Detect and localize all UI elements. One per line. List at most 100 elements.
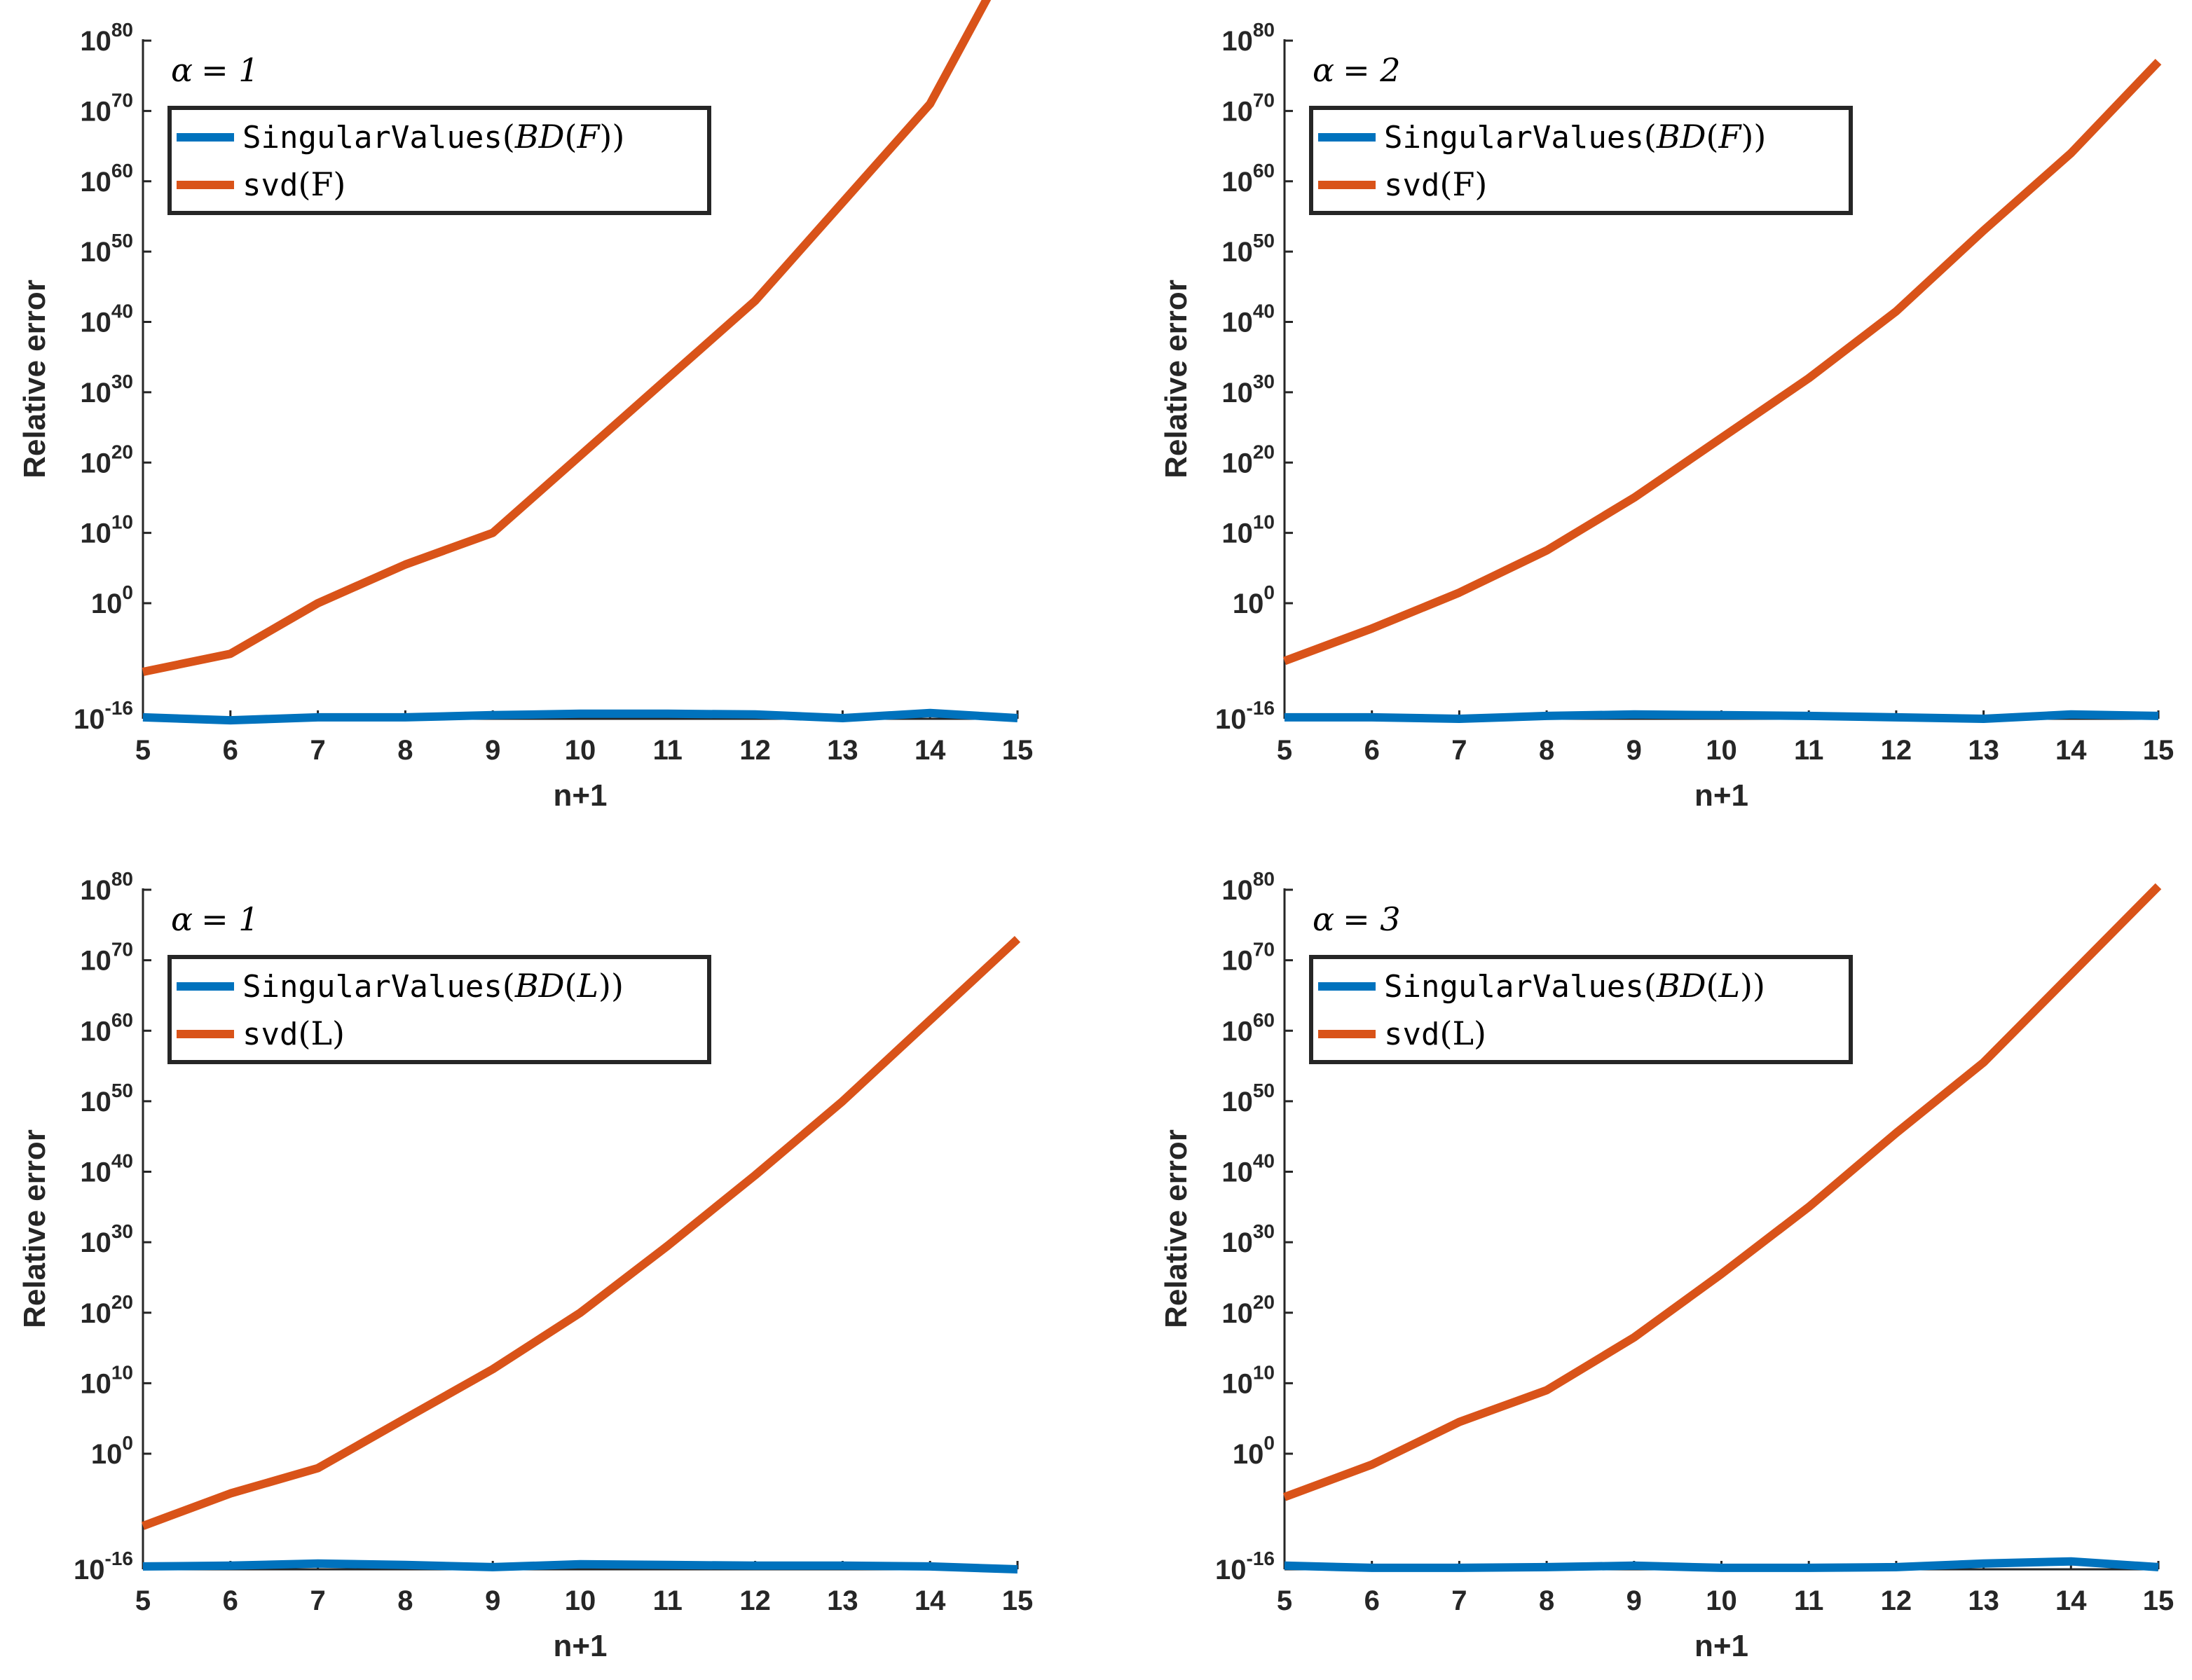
x-tick-label: 14: [2055, 1585, 2087, 1616]
y-tick-exponent: 60: [1253, 1009, 1275, 1031]
series-line-singular: [1285, 710, 2159, 723]
series-line-svd: [141, 936, 1021, 1530]
y-axis-label: Relative error: [18, 280, 52, 478]
y-tick-exponent: 70: [1253, 939, 1275, 961]
panel-bottom-right: 5 6 7 8 9 10 11 12 13 14 1510-16100101010201030104…: [1159, 868, 2174, 1663]
y-tick-label: 1010: [80, 511, 133, 549]
y-tick-label: 1040: [1221, 1150, 1275, 1188]
y-tick-base: 10: [80, 518, 111, 549]
y-tick-exponent: 70: [111, 89, 133, 111]
legend-function-name: svd: [242, 167, 298, 203]
x-tick-label: 12: [1881, 735, 1912, 766]
x-tick-label: 14: [915, 1585, 946, 1616]
legend-symbol-B: B: [514, 967, 539, 1005]
y-tick-exponent: 30: [111, 371, 133, 392]
y-tick-base: 10: [1221, 1227, 1253, 1258]
legend-box: [1309, 955, 1853, 1064]
y-tick-exponent: 70: [1253, 89, 1275, 111]
y-tick-base: 10: [80, 1157, 111, 1188]
y-tick-base: 10: [80, 1016, 111, 1047]
y-tick-label: 100: [91, 1432, 133, 1470]
y-tick-exponent: -16: [1247, 697, 1275, 719]
y-axis-label: Relative error: [1159, 280, 1193, 478]
series-line-svd: [142, 0, 992, 676]
y-tick-label: 1080: [80, 868, 133, 906]
y-tick-base: 10: [1233, 588, 1264, 619]
y-tick-label: 1060: [1221, 160, 1275, 198]
y-tick-base: 10: [1221, 1157, 1253, 1188]
panel-title: α = 1: [171, 51, 259, 89]
x-axis-label: n+1: [1694, 778, 1748, 813]
y-tick-base: 10: [1221, 237, 1253, 268]
y-tick-exponent: 50: [1253, 230, 1275, 252]
x-tick-label: 6: [1364, 1585, 1380, 1616]
y-tick-base: 10: [80, 1087, 111, 1117]
y-tick-label: 100: [91, 581, 133, 619]
y-tick-exponent: -16: [105, 1548, 133, 1569]
legend: SingularValues(BD(L))svd(L): [167, 955, 711, 1064]
y-tick-base: 10: [1221, 448, 1253, 478]
legend-paren: )): [599, 118, 624, 156]
panel-title: α = 1: [171, 900, 259, 938]
legend-function-name: SingularValues: [242, 969, 502, 1005]
y-tick-label: 10-16: [74, 1548, 133, 1585]
y-tick-exponent: 0: [122, 1432, 133, 1454]
y-tick-base: 10: [1233, 1439, 1264, 1470]
x-tick-label: 15: [2143, 1585, 2174, 1616]
series-line-singular: [142, 708, 1018, 725]
y-tick-base: 10: [74, 704, 105, 735]
legend-symbol-B: B: [1656, 118, 1680, 156]
panel-title: α = 2: [1313, 51, 1401, 89]
legend-variable: L: [1452, 1014, 1474, 1052]
y-tick-exponent: 50: [111, 230, 133, 252]
y-tick-label: 1050: [80, 1080, 133, 1117]
y-tick-exponent: 60: [111, 1009, 133, 1031]
legend-paren: ): [1474, 1014, 1486, 1052]
legend-entry-svd: svd(F): [1384, 165, 1487, 203]
x-tick-label: 7: [310, 735, 325, 766]
series-line-svd: [1282, 883, 2162, 1501]
legend-paren: ): [332, 1014, 345, 1052]
y-tick-base: 10: [91, 588, 123, 619]
legend-function-name: svd: [1384, 1017, 1439, 1052]
y-tick-label: 1050: [1221, 230, 1275, 268]
y-tick-label: 1010: [1221, 1361, 1275, 1399]
panel-bottom-left: 5 6 7 8 9 10 11 12 13 14 1510-16100101010201030104…: [18, 868, 1033, 1663]
x-tick-label: 14: [2055, 735, 2087, 766]
y-tick-label: 100: [1233, 581, 1275, 619]
legend-entry-singular: SingularValues(BD(F)): [1384, 118, 1766, 156]
legend-paren: (: [565, 118, 577, 156]
legend-entry-singular: SingularValues(BD(L)): [242, 967, 624, 1005]
x-tick-label: 11: [653, 735, 683, 766]
legend-variable: L: [310, 1014, 332, 1052]
y-tick-base: 10: [1221, 1368, 1253, 1399]
x-tick-label: 6: [223, 735, 238, 766]
y-tick-base: 10: [80, 1298, 111, 1329]
y-tick-label: 1070: [80, 89, 133, 127]
x-axis-label: n+1: [1694, 1629, 1748, 1663]
y-tick-exponent: 60: [111, 160, 133, 181]
y-tick-exponent: 50: [1253, 1080, 1275, 1101]
legend-symbol-D: D: [538, 967, 565, 1005]
y-tick-exponent: 30: [1253, 1220, 1275, 1242]
x-tick-label: 6: [1364, 735, 1380, 766]
legend-variable: L: [1718, 967, 1740, 1005]
legend-symbol-D: D: [1680, 118, 1706, 156]
y-tick-base: 10: [80, 378, 111, 408]
y-tick-label: 1030: [1221, 1220, 1275, 1258]
x-tick-label: 5: [1277, 735, 1292, 766]
y-tick-exponent: 20: [1253, 441, 1275, 462]
legend-variable: F: [1718, 118, 1742, 156]
legend-function-name: SingularValues: [1384, 120, 1644, 156]
legend-variable: L: [576, 967, 598, 1005]
legend-variable: F: [310, 165, 333, 203]
y-tick-label: 1020: [80, 441, 133, 478]
legend-paren: ): [1474, 165, 1487, 203]
y-tick-exponent: 40: [1253, 1150, 1275, 1172]
y-tick-exponent: 40: [1253, 301, 1275, 322]
y-tick-exponent: 50: [111, 1080, 133, 1101]
y-tick-exponent: 10: [1253, 1361, 1275, 1383]
y-tick-exponent: 20: [111, 1291, 133, 1313]
title-alpha: α: [171, 51, 193, 89]
